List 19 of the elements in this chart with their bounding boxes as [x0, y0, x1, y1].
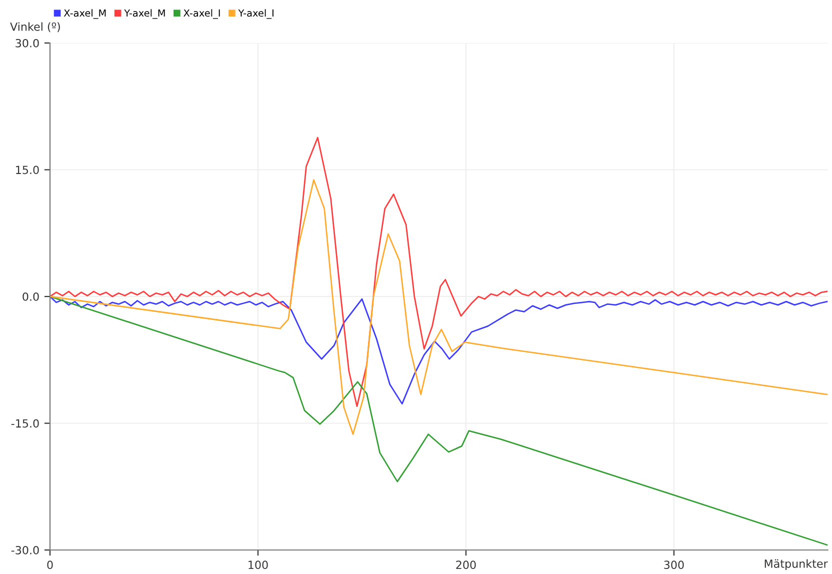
x-tick-label: 100	[248, 560, 268, 570]
line-series	[50, 179, 828, 435]
x-tick-label: 300	[664, 560, 684, 570]
x-axis-title: Mätpunkter	[764, 559, 828, 570]
line-series	[50, 136, 828, 408]
legend-label: Y-axel_M	[124, 9, 165, 19]
legend-label: X-axel_I	[184, 9, 220, 19]
legend-label: Y-axel_I	[238, 9, 274, 19]
y-axis-title: Vinkel (º)	[10, 22, 60, 32]
line-series	[50, 296, 828, 546]
x-tick-label: 200	[456, 560, 476, 570]
y-tick-label: 0.0	[22, 292, 39, 301]
y-tick-label: -15.0	[11, 419, 39, 428]
y-tick-label: 30.0	[16, 38, 39, 48]
x-tick-label: 0	[47, 560, 53, 570]
y-tick-label: 15.0	[16, 166, 39, 174]
y-tick-label: -30.0	[11, 546, 39, 554]
line-series	[50, 296, 828, 405]
legend-label: X-axel_M	[64, 9, 106, 19]
